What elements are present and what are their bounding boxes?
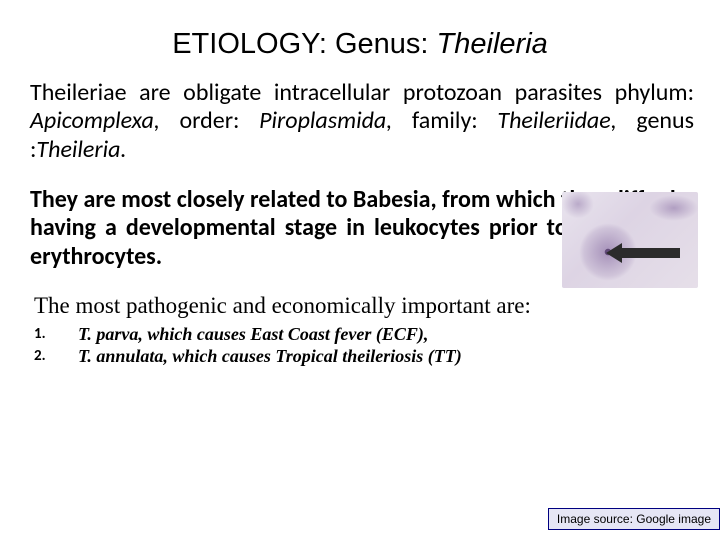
list-text: T. annulata, which causes Tropical theil…	[78, 345, 462, 368]
title-genus: Theileria	[437, 28, 548, 60]
list-number: 1.	[34, 323, 78, 346]
paragraph-taxonomy: Theileriae are obligate intracellular pr…	[0, 79, 720, 164]
subheading-pathogenic: The most pathogenic and economically imp…	[0, 293, 720, 319]
title-prefix: ETIOLOGY: Genus:	[172, 28, 436, 60]
list-text: T. parva, which causes East Coast fever …	[78, 323, 428, 346]
slide-title: ETIOLOGY: Genus: Theileria	[0, 0, 720, 79]
list-number: 2.	[34, 345, 78, 368]
list-item: 2. T. annulata, which causes Tropical th…	[34, 345, 694, 368]
arrow-left-icon	[620, 248, 680, 258]
species-list: 1. T. parva, which causes East Coast fev…	[0, 323, 720, 368]
micrograph-image	[562, 192, 698, 288]
image-source-box: Image source: Google image	[548, 508, 720, 530]
list-item: 1. T. parva, which causes East Coast fev…	[34, 323, 694, 346]
